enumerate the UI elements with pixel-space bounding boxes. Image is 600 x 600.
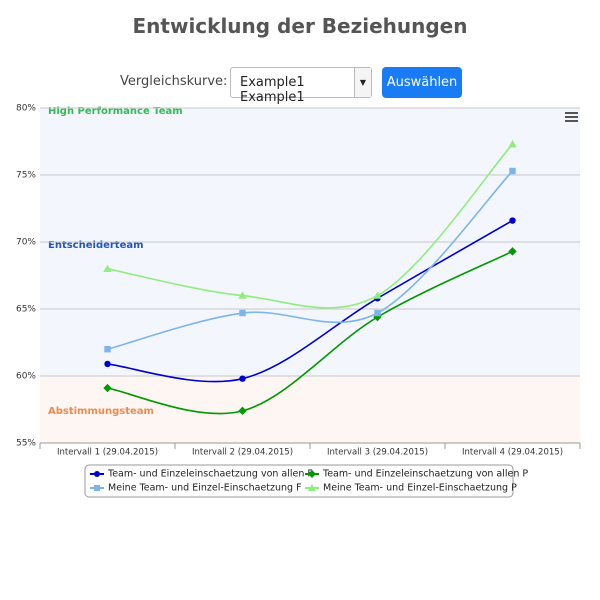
marker	[374, 309, 381, 317]
marker	[104, 346, 111, 353]
line	[107, 170, 514, 350]
select-arrow: ▼	[354, 68, 371, 97]
marker	[308, 470, 316, 478]
x-tick-label: Intervall 4 (29.04.2015)	[462, 448, 563, 458]
line	[107, 219, 513, 383]
marker	[509, 217, 516, 224]
x-tick-label: Intervall 2 (29.04.2015)	[192, 448, 293, 458]
y-tick-label: 80%	[16, 104, 36, 114]
marker	[508, 139, 517, 148]
line	[107, 250, 513, 415]
y-tick-label: 65%	[16, 305, 36, 315]
plot-band-label: Abstimmungsteam	[48, 406, 154, 417]
plot-band-label: High Performance Team	[48, 106, 183, 117]
menu-icon[interactable]	[565, 112, 578, 122]
plot-band	[40, 376, 580, 443]
marker	[94, 485, 100, 491]
plot-band-label: Entscheiderteam	[48, 240, 144, 251]
y-tick-label: 70%	[16, 238, 36, 248]
legend-label: Meine Team- und Einzel-Einschaetzung P	[323, 483, 517, 494]
y-tick-label: 60%	[16, 372, 36, 382]
marker	[238, 406, 247, 416]
legend-label: Team- und Einzeleinschaetzung von allen …	[107, 469, 313, 480]
x-tick-label: Intervall 3 (29.04.2015)	[327, 448, 428, 458]
marker	[509, 167, 516, 175]
line	[107, 143, 514, 309]
select[interactable]: Example1 Example1 ▼	[230, 67, 372, 105]
submit-button[interactable]: Auswählen	[382, 67, 462, 98]
y-tick-label: 55%	[16, 439, 36, 449]
marker	[94, 471, 100, 477]
marker	[508, 247, 517, 256]
x-tick-label: Intervall 1 (29.04.2015)	[57, 448, 158, 458]
marker	[308, 484, 316, 491]
marker	[239, 375, 246, 382]
legend-label: Meine Team- und Einzel-Einschaetzung F	[108, 483, 302, 494]
marker	[103, 264, 112, 272]
legend-box	[84, 464, 514, 498]
marker	[103, 383, 112, 393]
marker	[239, 309, 246, 317]
control-label: Vergleichskurve:	[120, 74, 228, 89]
y-tick-label: 75%	[16, 171, 36, 181]
select-value: Example1 Example1	[240, 75, 305, 105]
marker	[104, 360, 111, 368]
page-title: Entwicklung der Beziehungen	[132, 14, 468, 38]
marker	[373, 291, 382, 299]
marker	[238, 291, 247, 299]
legend-label: Team- und Einzeleinschaetzung von allen …	[322, 469, 528, 480]
